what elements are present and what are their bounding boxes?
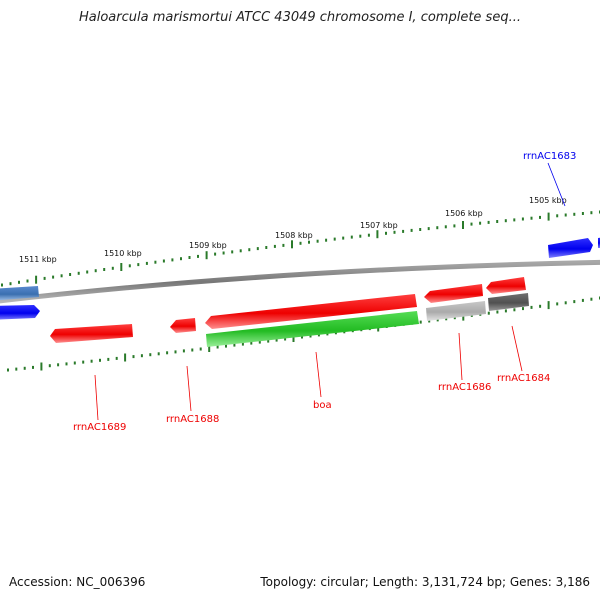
leader-rrnAC1689 xyxy=(94,374,99,421)
map-title: Haloarcula marismortui ATCC 43049 chromo… xyxy=(79,10,521,25)
feature-grey-dark[interactable] xyxy=(488,293,529,311)
gene-label-rrnAC1683[interactable]: rrnAC1683 xyxy=(523,151,576,162)
scale-label-1507: 1507 kbp xyxy=(360,221,398,230)
scale-label-1511: 1511 kbp xyxy=(19,255,57,264)
leader-rrnAC1683 xyxy=(547,162,566,207)
genome-backbone xyxy=(0,259,600,304)
gene-label-boa[interactable]: boa xyxy=(313,400,332,411)
leader-rrnAC1684 xyxy=(511,325,523,372)
feature-rna-green[interactable] xyxy=(206,311,419,347)
leader-rrnAC1686 xyxy=(458,332,463,381)
feature-steel-forward[interactable] xyxy=(0,286,39,301)
feature-rrnAC1684[interactable] xyxy=(486,277,526,294)
accession-text: Accession: NC_006396 xyxy=(9,575,146,589)
feature-rrnAC1689[interactable] xyxy=(50,324,133,343)
feature-blue-reverse-left[interactable] xyxy=(0,305,40,320)
feature-boa[interactable] xyxy=(205,294,417,329)
gene-label-rrnAC1688[interactable]: rrnAC1688 xyxy=(166,414,219,425)
gene-label-rrnAC1689[interactable]: rrnAC1689 xyxy=(73,422,126,433)
leader-rrnAC1688 xyxy=(186,365,192,412)
leader-boa xyxy=(315,351,322,398)
genome-summary: Topology: circular; Length: 3,131,724 bp… xyxy=(260,575,590,589)
feature-rrnAC1683[interactable] xyxy=(548,238,593,258)
feature-rrnAC1686[interactable] xyxy=(424,284,483,303)
outer-tick-ring xyxy=(1,210,600,287)
scale-label-1510: 1510 kbp xyxy=(104,249,142,258)
feature-rrnAC1688[interactable] xyxy=(170,318,196,333)
gene-label-rrnAC1684[interactable]: rrnAC1684 xyxy=(497,373,550,384)
feature-grey-light[interactable] xyxy=(426,301,486,321)
scale-label-1506: 1506 kbp xyxy=(445,209,483,218)
scale-label-1509: 1509 kbp xyxy=(189,241,227,250)
scale-label-1508: 1508 kbp xyxy=(275,231,313,240)
gene-label-rrnAC1686[interactable]: rrnAC1686 xyxy=(438,382,491,393)
scale-label-1505: 1505 kbp xyxy=(529,196,567,205)
